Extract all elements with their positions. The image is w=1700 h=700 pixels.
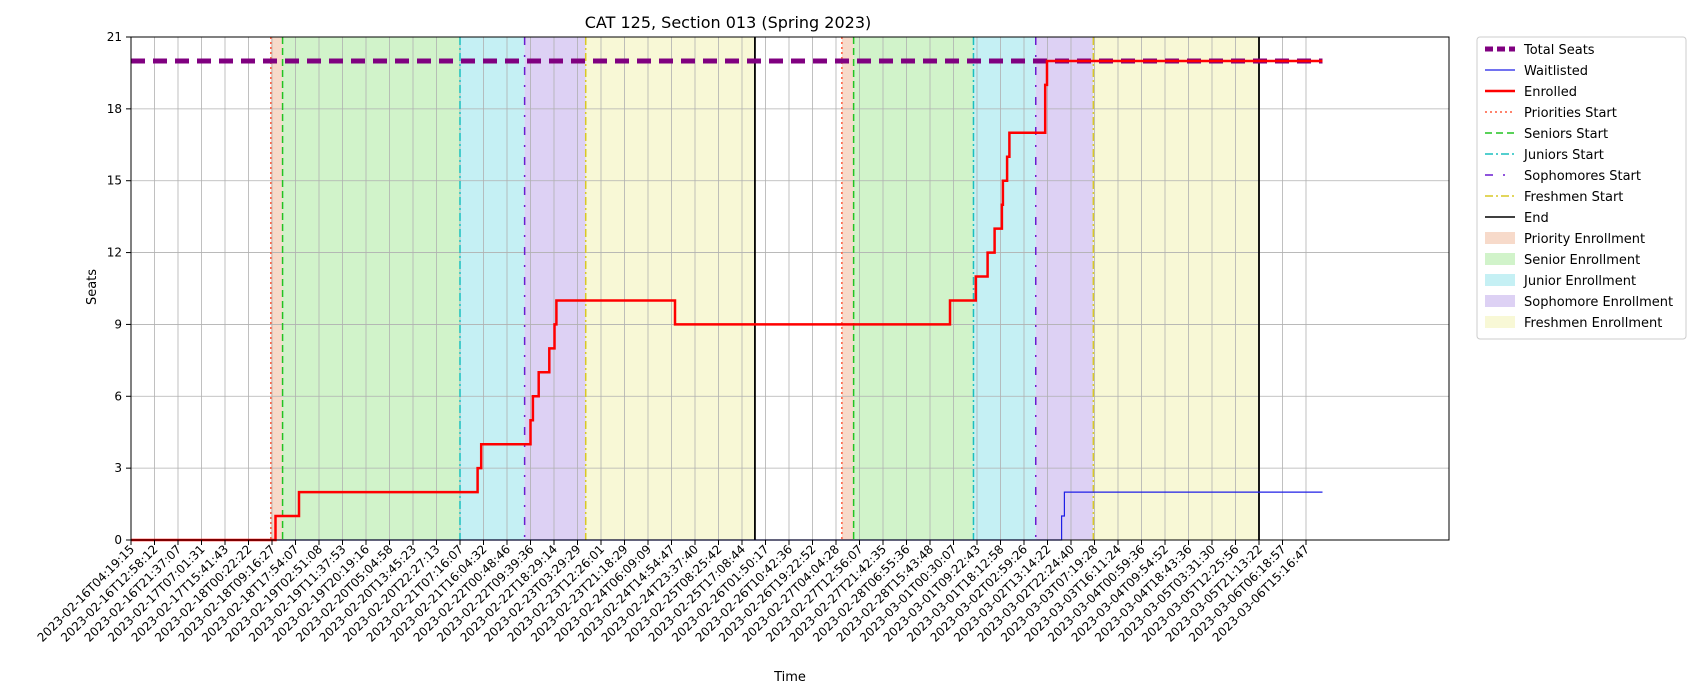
chart-title: CAT 125, Section 013 (Spring 2023) (585, 13, 872, 32)
x-axis-label: Time (773, 670, 806, 685)
legend-label: Sophomore Enrollment (1524, 295, 1673, 310)
legend-label: Junior Enrollment (1523, 274, 1636, 289)
legend-swatch (1485, 274, 1515, 286)
legend-label: End (1524, 211, 1549, 226)
series-line-enrolled (131, 59, 1323, 542)
legend-label: Priority Enrollment (1524, 232, 1645, 247)
y-tick-label: 6 (114, 389, 122, 403)
legend-label: Total Seats (1523, 43, 1595, 58)
legend-label: Freshmen Start (1524, 190, 1623, 205)
legend-swatch (1485, 253, 1515, 265)
legend-swatch (1485, 232, 1515, 244)
legend-label: Juniors Start (1523, 148, 1604, 163)
legend: Total Seats Waitlisted Enrolled Priorities … (1476, 36, 1687, 340)
y-tick-label: 0 (114, 533, 122, 547)
phase-band (853, 37, 974, 540)
plot-area: 0369121518212023-02-16T04:19:152023-02-1… (35, 30, 1450, 645)
phase-band (282, 37, 460, 540)
legend-label: Freshmen Enrollment (1524, 316, 1662, 331)
legend-label: Priorities Start (1524, 106, 1617, 121)
y-tick-label: 12 (107, 246, 122, 260)
legend-swatch (1485, 295, 1515, 307)
y-tick-label: 3 (114, 461, 122, 475)
phase-band (270, 37, 283, 540)
legend-label: Enrolled (1524, 85, 1577, 100)
phase-band (460, 37, 525, 540)
legend-swatch (1485, 316, 1515, 328)
legend-label: Senior Enrollment (1524, 253, 1640, 268)
legend-frame (1476, 36, 1687, 340)
y-tick-label: 18 (107, 102, 122, 116)
phase-band (524, 37, 586, 540)
y-tick-label: 21 (107, 30, 122, 44)
plot-frame (130, 36, 1450, 541)
phase-band (585, 37, 755, 540)
y-axis-label: Seats (85, 269, 100, 305)
phase-band (841, 37, 854, 540)
y-tick-label: 9 (114, 317, 122, 331)
phase-band (1093, 37, 1259, 540)
legend-label: Waitlisted (1524, 64, 1588, 79)
legend-label: Seniors Start (1524, 127, 1608, 142)
phase-band (973, 37, 1036, 540)
y-tick-label: 15 (107, 174, 122, 188)
legend-label: Sophomores Start (1524, 169, 1641, 184)
